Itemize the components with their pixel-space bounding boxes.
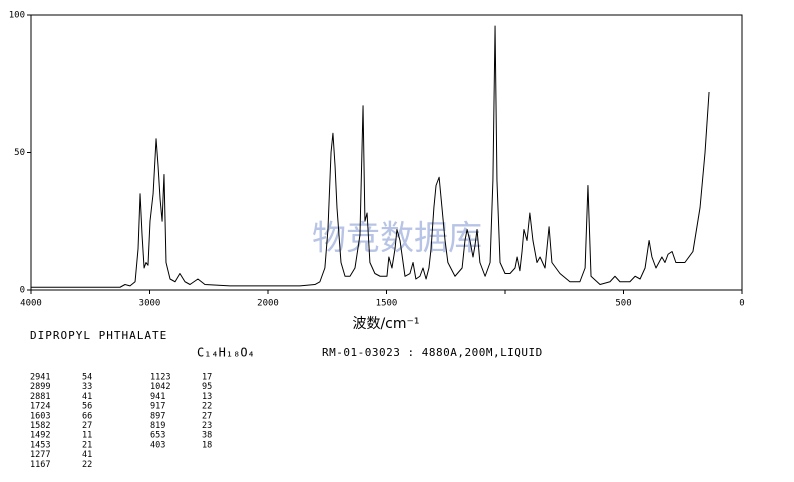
peak-intensity: 27: [82, 421, 92, 431]
peak-wavenumber: 653: [150, 431, 165, 441]
peak-wavenumber: 1724: [30, 402, 50, 412]
peak-wavenumber: 1492: [30, 431, 50, 441]
peak-intensity: 27: [202, 411, 212, 421]
peak-wavenumber: 1167: [30, 460, 50, 470]
watermark: 物竞数据库: [312, 219, 482, 259]
peak-wavenumber: 403: [150, 440, 165, 450]
peak-wavenumber: 819: [150, 421, 165, 431]
peak-wavenumber: 897: [150, 411, 165, 421]
x-axis-label: 波数/cm⁻¹: [352, 316, 419, 332]
peak-wavenumber: 2899: [30, 382, 50, 392]
peak-intensity: 54: [82, 373, 92, 383]
peak-intensity: 17: [202, 373, 212, 383]
peak-wavenumber: 1042: [150, 382, 170, 392]
spectrum-line: [31, 25, 710, 288]
peak-wavenumber: 941: [150, 392, 165, 402]
peak-intensity: 23: [202, 421, 212, 431]
peak-intensity: 66: [82, 411, 92, 421]
compound-name: DIPROPYL PHTHALATE: [30, 329, 167, 342]
reference: RM-01-03023 : 4880A,200M,LIQUID: [322, 346, 543, 359]
peak-intensity: 41: [82, 392, 92, 402]
x-tick-label: 2000: [257, 299, 279, 309]
peak-intensity: 13: [202, 392, 212, 402]
x-tick-label: 500: [615, 299, 631, 309]
x-tick-label: 3000: [139, 299, 161, 309]
formula: C₁₄H₁₈O₄: [197, 346, 255, 360]
peak-wavenumber: 2941: [30, 373, 50, 383]
x-tick-label: 1500: [376, 299, 398, 309]
peak-wavenumber: 1277: [30, 450, 50, 460]
peak-wavenumber: 1603: [30, 411, 50, 421]
y-tick-label: 50: [14, 148, 25, 158]
peak-intensity: 38: [202, 431, 212, 441]
y-tick-label: 0: [20, 286, 25, 296]
peak-wavenumber: 1123: [150, 373, 170, 383]
peak-wavenumber: 1582: [30, 421, 50, 431]
peak-intensity: 56: [82, 402, 92, 412]
y-tick-label: 100: [9, 11, 25, 21]
peak-intensity: 11: [82, 431, 92, 441]
x-tick-label: 0: [739, 299, 744, 309]
peak-intensity: 22: [82, 460, 92, 470]
peak-wavenumber: 1453: [30, 440, 50, 450]
peak-intensity: 21: [82, 440, 92, 450]
peak-intensity: 33: [82, 382, 92, 392]
peak-intensity: 41: [82, 450, 92, 460]
peak-intensity: 18: [202, 440, 212, 450]
x-tick-label: 4000: [20, 299, 42, 309]
peak-intensity: 22: [202, 402, 212, 412]
peak-wavenumber: 2881: [30, 392, 50, 402]
peak-intensity: 95: [202, 382, 212, 392]
peak-wavenumber: 917: [150, 402, 165, 412]
